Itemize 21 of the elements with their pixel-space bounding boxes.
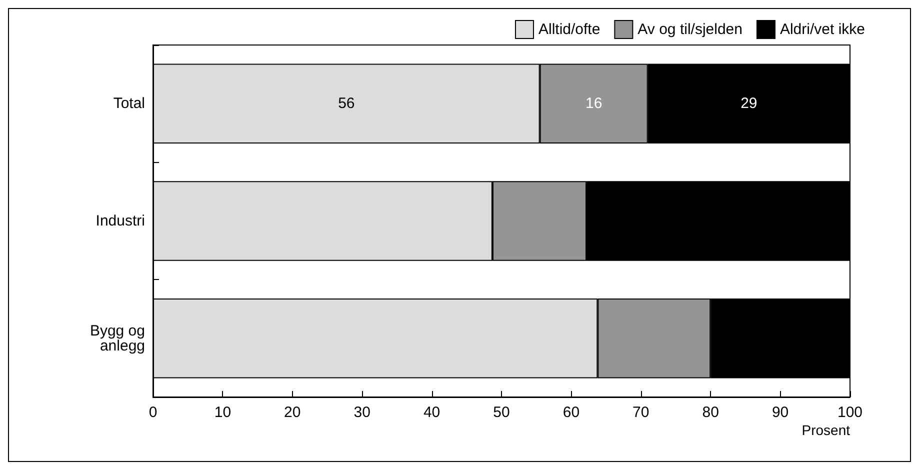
x-axis-title: Prosent	[802, 422, 850, 438]
x-tick-label: 90	[772, 404, 789, 421]
data-label: 29	[740, 95, 758, 112]
x-tick-label: 60	[562, 404, 580, 421]
x-tick-label: 70	[632, 404, 650, 421]
data-label: 56	[338, 95, 355, 112]
legend-label: Av og til/sjelden	[638, 21, 742, 38]
legend-label: Alltid/ofte	[538, 21, 600, 38]
x-tick-label: 30	[354, 404, 370, 421]
legend-label: Aldri/vet ikke	[780, 21, 866, 38]
x-tick-label: 0	[148, 404, 158, 421]
x-tick-label: 20	[284, 404, 301, 421]
data-label: 16	[586, 95, 602, 112]
x-tick-label: 80	[702, 404, 719, 421]
y-tick-label: Industri	[96, 212, 145, 230]
x-tick-label: 50	[493, 404, 510, 421]
x-tick-label: 40	[423, 404, 440, 421]
y-tick-label: Total	[113, 95, 145, 112]
y-tick-label: Bygg og anlegg	[90, 322, 145, 354]
x-tick-label: 100	[837, 404, 863, 421]
x-tick-label: 10	[214, 404, 232, 421]
